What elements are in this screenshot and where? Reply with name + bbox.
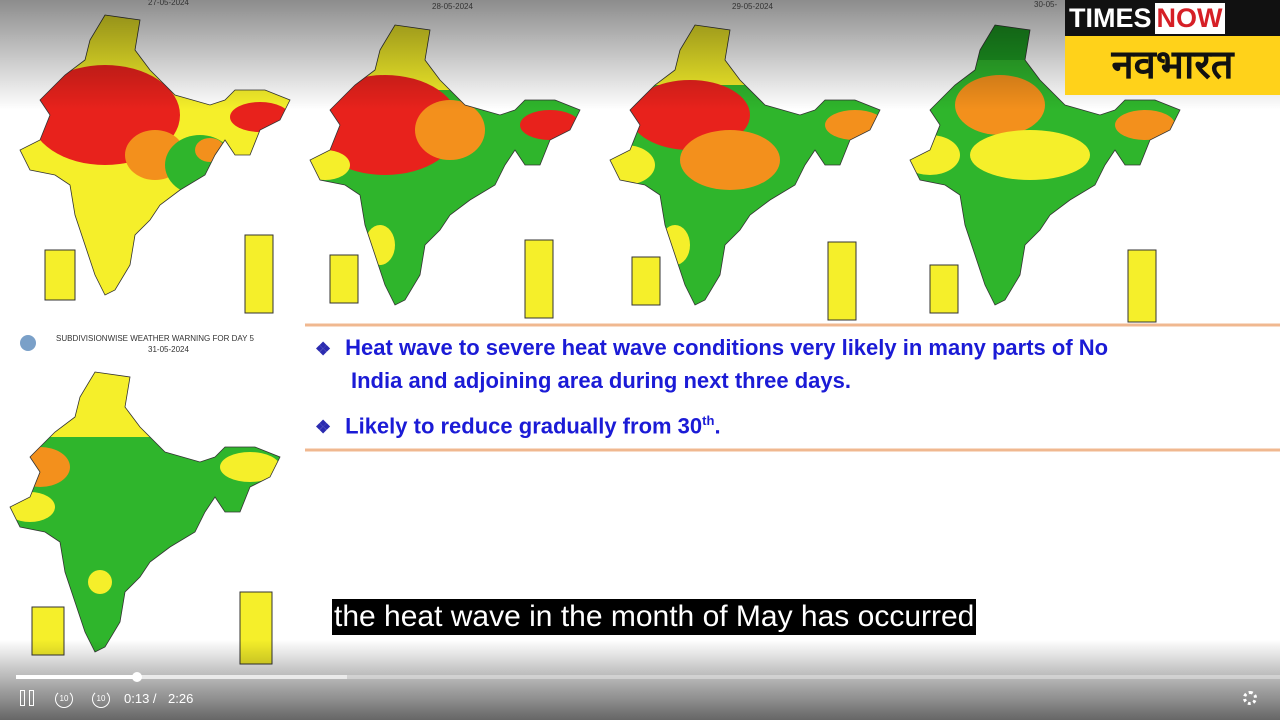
- bullet-end: .: [714, 413, 721, 439]
- map-shape: [970, 130, 1090, 180]
- progress-buffered: [16, 675, 347, 679]
- bullet-line: India and adjoining area during next thr…: [351, 368, 851, 393]
- current-time: 0:13 /: [124, 691, 157, 706]
- bullet: ❖ Likely to reduce gradually from 30th.: [315, 413, 721, 439]
- map-shape: [929, 264, 959, 314]
- bullet-line: Heat wave to severe heat wave conditions…: [345, 335, 1109, 360]
- map-shape: [610, 145, 655, 185]
- imd-logo: [20, 335, 36, 351]
- duration: 2:26: [168, 691, 194, 706]
- forward-button[interactable]: 10: [92, 690, 110, 708]
- map-date: 27-05-2024: [148, 0, 189, 7]
- logo-top: TIMES NOW: [1065, 0, 1280, 36]
- map-shape: [220, 452, 280, 482]
- day5-date: 31-05-2024: [148, 345, 189, 354]
- map-shape: [44, 249, 76, 301]
- map-shape: [520, 110, 580, 140]
- channel-logo: TIMES NOW नवभारत: [1065, 0, 1280, 95]
- progress-played: [16, 675, 137, 679]
- map-shape: [310, 150, 350, 180]
- progress-handle[interactable]: [132, 672, 142, 682]
- map-date: 28-05-2024: [432, 2, 473, 11]
- rewind-button[interactable]: 10: [55, 690, 73, 708]
- map-shape: [1115, 110, 1175, 140]
- bullet-sup: th: [702, 413, 715, 428]
- pause-bar: [29, 690, 34, 706]
- map-shape: [415, 100, 485, 160]
- bullet: ❖ Heat wave to severe heat wave condition…: [315, 335, 1109, 360]
- map-shape: [88, 570, 112, 594]
- settings-button[interactable]: [1243, 691, 1257, 705]
- pause-bar: [20, 690, 25, 706]
- logo-times: TIMES: [1069, 2, 1152, 33]
- map-shape: [680, 130, 780, 190]
- map-shape: [631, 256, 661, 306]
- map-shape: [10, 447, 70, 487]
- map-date: 29-05-2024: [732, 2, 773, 11]
- map: [9, 371, 281, 665]
- map-shape: [825, 110, 880, 140]
- map-shape: [660, 225, 690, 265]
- map-shape: [524, 239, 554, 319]
- map-shape: [827, 241, 857, 321]
- logo-now: NOW: [1154, 2, 1225, 34]
- bullet-text: Likely to reduce gradually from 30: [345, 413, 703, 439]
- map-shape: [1127, 249, 1157, 323]
- map-date: 30-05-: [1034, 0, 1058, 9]
- map-shape: [195, 138, 225, 162]
- pause-button[interactable]: [20, 690, 36, 706]
- map-shape: [244, 234, 274, 314]
- map-shape: [910, 135, 960, 175]
- map-shape: [10, 372, 280, 437]
- logo-brand: नवभारत: [1065, 36, 1280, 95]
- map-shape: [329, 254, 359, 304]
- progress-track[interactable]: [16, 672, 1280, 682]
- caption: the heat wave in the month of May has oc…: [332, 599, 977, 635]
- day5-title: SUBDIVISIONWISE WEATHER WARNING FOR DAY …: [56, 334, 254, 343]
- bottom-fade: [0, 640, 1280, 720]
- map-shape: [365, 225, 395, 265]
